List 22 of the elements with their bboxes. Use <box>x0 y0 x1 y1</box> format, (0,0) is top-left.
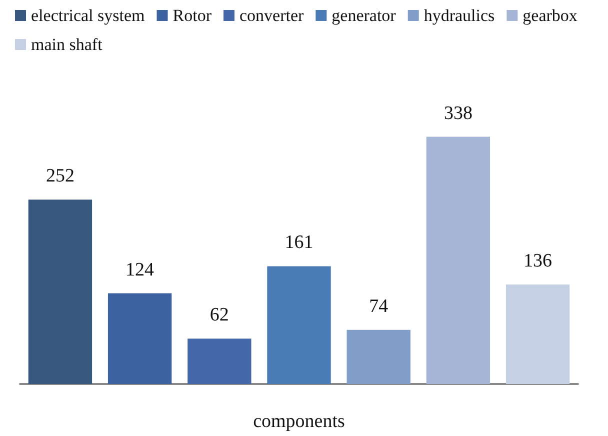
data-label: 124 <box>126 259 155 280</box>
bar <box>426 136 490 384</box>
data-label: 74 <box>369 296 389 317</box>
legend-label: electrical system <box>31 6 145 25</box>
bar <box>28 200 92 384</box>
legend-label: hydraulics <box>424 6 495 25</box>
bar <box>506 284 570 384</box>
bar <box>346 330 410 384</box>
data-label: 338 <box>444 102 472 124</box>
x-axis-title: components <box>253 411 345 432</box>
data-label: 136 <box>524 250 552 272</box>
bar <box>267 266 331 384</box>
data-label: 62 <box>210 304 229 326</box>
legend-label: generator <box>332 6 396 25</box>
data-label: 161 <box>284 232 314 254</box>
bar <box>108 293 172 384</box>
bar <box>188 338 252 384</box>
legend-label: main shaft <box>31 35 103 54</box>
data-label: 252 <box>46 166 74 187</box>
legend-label: converter <box>239 6 304 25</box>
legend-label: gearbox <box>522 6 578 25</box>
legend-label: Rotor <box>172 6 212 25</box>
